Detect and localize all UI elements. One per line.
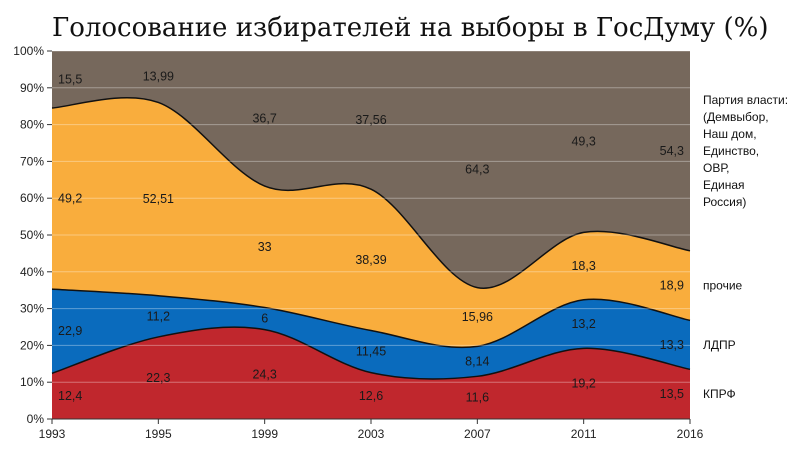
areas-layer — [51, 51, 691, 419]
data-label: 49,3 — [571, 135, 595, 149]
data-label: 33 — [258, 240, 272, 254]
data-label: 11,45 — [356, 345, 386, 359]
chart-title: Голосование избирателей на выборы в ГосД… — [52, 13, 769, 43]
x-tick-label: 1999 — [251, 427, 278, 441]
data-label: 8,14 — [465, 354, 489, 368]
x-tick-label: 2016 — [677, 427, 704, 441]
boundary-line-1 — [51, 326, 691, 380]
boundary-line-2 — [51, 288, 691, 349]
legend-entry: прочие — [703, 279, 743, 293]
legend-entry: (Демвыбор, — [703, 110, 769, 124]
y-tick-label: 70% — [20, 154, 44, 168]
data-label: 37,56 — [355, 113, 386, 127]
data-label: 19,2 — [571, 377, 595, 391]
data-label: 15,96 — [462, 310, 493, 324]
data-label: 13,3 — [660, 338, 684, 352]
y-tick-label: 10% — [20, 375, 44, 389]
y-tick-label: 80% — [20, 118, 44, 132]
x-tick-label: 1993 — [39, 427, 66, 441]
y-tick-label: 20% — [20, 338, 44, 352]
boundary-line-3 — [51, 96, 691, 289]
x-tick-label: 2003 — [358, 427, 385, 441]
data-label: 22,9 — [58, 324, 82, 338]
legend: Партия власти: (Демвыбор, Наш дом, Единство… — [703, 93, 788, 401]
data-label: 49,2 — [58, 192, 82, 206]
data-label: 54,3 — [660, 144, 684, 158]
data-label: 13,99 — [143, 70, 174, 84]
data-label: 38,39 — [355, 253, 386, 267]
legend-entry: Наш дом, — [703, 127, 757, 141]
x-tick-label: 1995 — [145, 427, 172, 441]
data-label: 18,9 — [660, 279, 684, 293]
x-axis: 1993 1995 1999 2003 2007 2011 2016 — [39, 418, 704, 441]
legend-entry: Единая — [703, 178, 745, 192]
data-label: 18,3 — [571, 259, 595, 273]
data-label: 52,51 — [143, 192, 174, 206]
data-label: 11,6 — [466, 391, 489, 405]
x-tick-label: 2011 — [571, 427, 597, 441]
y-axis: 0% 10% 20% 30% 40% 50% 60% 70% 80% 90% 100% — [13, 44, 52, 426]
data-label: 64,3 — [465, 162, 489, 176]
y-tick-label: 40% — [20, 265, 44, 279]
data-label: 22,3 — [146, 371, 170, 385]
gridlines — [52, 50, 690, 420]
legend-entry: ОВР, — [703, 161, 729, 175]
legend-entry: Единство, — [703, 144, 759, 158]
data-label: 24,3 — [252, 367, 276, 381]
y-tick-label: 50% — [20, 228, 44, 242]
legend-entry: КПРФ — [703, 387, 736, 401]
data-label: 11,2 — [147, 309, 170, 323]
area-2 — [52, 289, 690, 380]
data-label: 15,5 — [58, 73, 82, 87]
data-label: 13,2 — [571, 317, 595, 331]
y-tick-label: 0% — [27, 412, 45, 426]
legend-entry: Россия) — [703, 195, 746, 209]
legend-entry: Партия власти: — [703, 93, 788, 107]
y-tick-label: 30% — [20, 302, 44, 316]
legend-entry: ЛДПР — [703, 338, 736, 352]
data-label: 12,6 — [359, 389, 383, 403]
y-tick-label: 90% — [20, 81, 44, 95]
data-labels: 12,4 22,3 24,3 12,6 11,6 19,2 13,5 22,9 11,2 6 11,… — [58, 70, 684, 405]
y-tick-label: 60% — [20, 191, 44, 205]
data-label: 6 — [261, 312, 268, 326]
data-label: 12,4 — [58, 389, 82, 403]
y-tick-label: 100% — [13, 44, 44, 58]
area-3 — [52, 97, 690, 348]
data-label: 36,7 — [252, 112, 276, 126]
x-tick-label: 2007 — [464, 427, 491, 441]
area-4 — [52, 51, 690, 289]
data-label: 13,5 — [660, 387, 684, 401]
